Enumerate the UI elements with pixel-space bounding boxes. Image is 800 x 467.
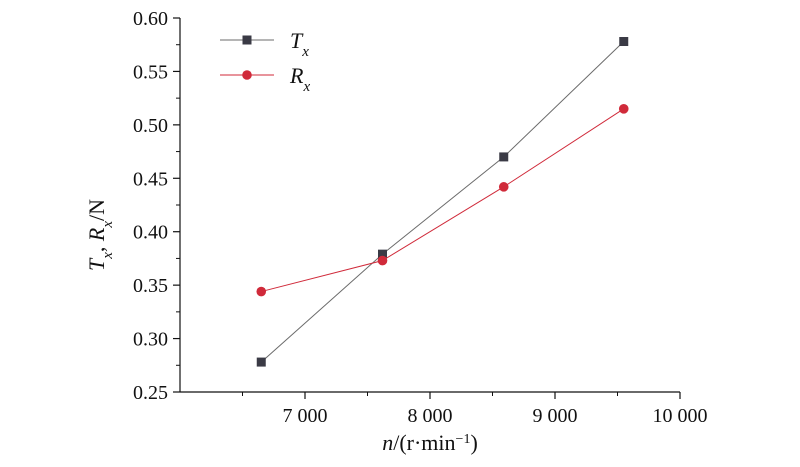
data-point <box>619 37 629 47</box>
series-line <box>260 41 625 363</box>
legend-swatch-marker <box>242 70 252 80</box>
legend-label: Tx <box>290 28 309 60</box>
series-r-x <box>256 104 629 297</box>
series-layer <box>256 37 629 367</box>
data-point <box>256 286 267 297</box>
legend-label: Rx <box>289 63 310 95</box>
series-t-x <box>256 37 629 367</box>
x-axis-title: n/(r·min−1) <box>382 430 478 455</box>
y-tick-label: 0.60 <box>133 8 168 30</box>
legend-swatch-marker <box>242 35 252 45</box>
y-tick-label: 0.55 <box>133 61 168 83</box>
data-point <box>498 182 509 192</box>
x-tick-label: 8 000 <box>408 405 453 427</box>
y-tick-label: 0.40 <box>133 222 168 244</box>
y-tick-label: 0.35 <box>133 275 168 297</box>
legend-item-t-x: Tx <box>220 28 309 60</box>
data-point <box>256 357 266 367</box>
data-point <box>618 104 629 114</box>
x-tick-label: 9 000 <box>533 405 578 427</box>
y-tick-label: 0.45 <box>133 168 168 190</box>
x-tick-label: 10 000 <box>653 405 708 427</box>
axes: 0.25 0.30 0.35 0.40 0.45 0.50 0.55 0.60 7 000 8 0… <box>133 8 708 427</box>
y-tick-label: 0.25 <box>133 382 168 404</box>
legend-item-r-x: Rx <box>220 63 310 95</box>
y-tick-label: 0.30 <box>133 329 168 351</box>
data-point <box>499 152 509 162</box>
y-axis-title: Tx, Rx/N <box>84 199 116 271</box>
series-line <box>261 108 625 293</box>
data-point <box>378 249 387 259</box>
data-point <box>377 255 388 266</box>
y-tick-label: 0.50 <box>133 115 168 137</box>
x-tick-label: 7 000 <box>283 405 328 427</box>
